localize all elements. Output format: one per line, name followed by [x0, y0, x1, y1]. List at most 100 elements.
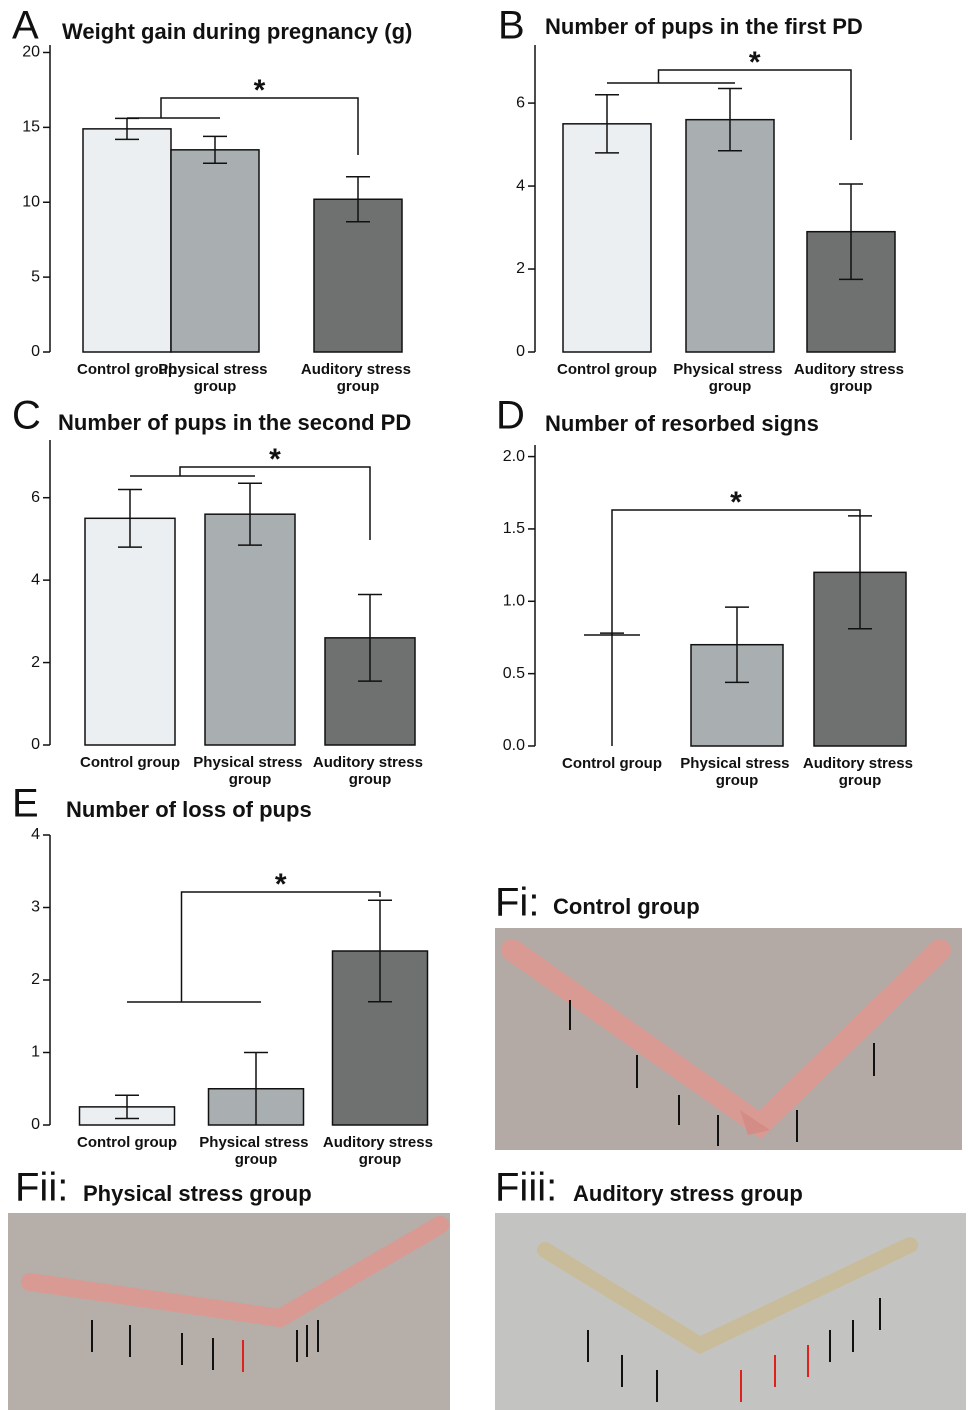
bar	[84, 517, 176, 746]
photo-label: Fi:	[495, 881, 539, 925]
y-tick-label: 20	[22, 44, 40, 61]
x-tick-label: Control group	[77, 1134, 177, 1151]
y-tick-label: 4	[31, 571, 40, 588]
x-tick-label: Auditory stress group	[323, 1134, 437, 1168]
label-line: group	[716, 772, 759, 789]
error-bar	[244, 1051, 268, 1125]
y-tick-label: 4	[31, 826, 40, 843]
label-line: Auditory stress	[301, 361, 415, 378]
error-bar	[725, 606, 749, 684]
error-bar	[346, 176, 370, 223]
label-line: Physical stress	[193, 754, 306, 771]
significance-bracket: *	[127, 868, 381, 1003]
x-tick-label: Physical stress group	[673, 361, 786, 395]
y-tick-label: 1	[31, 1044, 40, 1061]
markers	[587, 1298, 881, 1402]
error-bar	[203, 135, 227, 165]
x-tick-label: Auditory stress group	[803, 755, 917, 789]
label-line: group	[830, 378, 873, 395]
photo-label: Fii:	[15, 1166, 68, 1210]
panel-letter: A	[12, 4, 39, 48]
panel: E Number of loss of pups 0 1 2 3 4 Control grou…	[12, 782, 437, 1168]
error-bar	[238, 482, 262, 546]
x-tick-label: Physical stress group	[193, 754, 306, 788]
chart-title: Weight gain during pregnancy (g)	[62, 19, 412, 44]
error-bar	[839, 183, 863, 281]
x-tick-label: Control group	[77, 361, 177, 378]
y-tick-label: 0.5	[503, 665, 525, 682]
label-line: Physical stress	[199, 1134, 312, 1151]
label-line: group	[337, 378, 380, 395]
bar	[170, 149, 260, 353]
y-tick-label: 0.0	[503, 737, 525, 754]
y-tick-label: 6	[31, 489, 40, 506]
label-line: Auditory stress	[313, 754, 427, 771]
markers	[91, 1320, 319, 1370]
y-tick-label: 6	[516, 94, 525, 111]
y-tick-label: 4	[516, 177, 525, 194]
y-tick-label: 3	[31, 899, 40, 916]
bracket	[607, 69, 852, 140]
bar	[204, 513, 296, 746]
x-tick-label: Auditory stress group	[794, 361, 908, 395]
uterus	[21, 1216, 449, 1328]
significance-star: *	[254, 74, 266, 107]
panel: C Number of pups in the second PD 0 2 4 6 Cont…	[12, 394, 427, 788]
significance-star: *	[730, 486, 742, 519]
significance-bracket: *	[584, 486, 861, 636]
x-tick-label: Auditory stress group	[313, 754, 427, 788]
chart-title: Number of pups in the first PD	[545, 14, 863, 39]
x-tick-label: Control group	[557, 361, 657, 378]
label-line: Physical stress	[673, 361, 786, 378]
panel-letter: E	[12, 782, 39, 826]
markers-red	[740, 1345, 809, 1402]
bar	[562, 123, 652, 353]
bar	[685, 118, 775, 353]
label-line: group	[229, 771, 272, 788]
error-bar	[718, 87, 742, 152]
photo-title: Auditory stress group	[573, 1181, 803, 1206]
x-tick-label: Control group	[562, 755, 662, 772]
photo-auditory: Fiii: Auditory stress group	[495, 1166, 966, 1410]
y-tick-label: 1.0	[503, 593, 525, 610]
chart-title: Number of loss of pups	[66, 797, 312, 822]
y-tick-label: 0	[31, 343, 40, 360]
y-tick-label: 2.0	[503, 448, 525, 465]
y-tick-label: 15	[22, 119, 40, 136]
label-line: Auditory stress	[323, 1134, 437, 1151]
panel: B Number of pups in the first PD 0 2 4 6 Contr…	[498, 4, 908, 395]
x-tick-label: Physical stress group	[680, 755, 793, 789]
label-line: Auditory stress	[794, 361, 908, 378]
error-bar	[600, 632, 624, 746]
bar	[313, 198, 403, 353]
label-line: group	[349, 771, 392, 788]
y-tick-label: 0	[31, 736, 40, 753]
significance-bracket: *	[607, 46, 852, 140]
panel-letter: B	[498, 4, 525, 48]
panel: D Number of resorbed signs 0.0 0.5 1.0 1.5 2.0…	[496, 394, 917, 789]
markers	[569, 1000, 875, 1146]
photo-control: Fi: Control group	[495, 881, 962, 1150]
significance-star: *	[269, 443, 281, 476]
label-line: group	[194, 378, 237, 395]
label-line: group	[709, 378, 752, 395]
error-bar	[358, 593, 382, 682]
significance-bracket: *	[127, 74, 359, 155]
y-tick-label: 10	[22, 193, 40, 210]
y-tick-label: 0	[516, 343, 525, 360]
photo-physical: Fii: Physical stress group	[8, 1166, 450, 1410]
photo-title: Physical stress group	[83, 1181, 312, 1206]
label-line: group	[235, 1151, 278, 1168]
y-tick-label: 2	[516, 260, 525, 277]
photo-bg	[495, 1213, 966, 1410]
significance-star: *	[749, 46, 761, 79]
panel-letter: C	[12, 394, 41, 438]
y-tick-label: 0	[31, 1116, 40, 1133]
error-bar	[368, 899, 392, 1003]
error-bar	[115, 1094, 139, 1120]
y-tick-label: 2	[31, 654, 40, 671]
photo-title: Control group	[553, 894, 700, 919]
bracket	[127, 97, 359, 155]
chart-title: Number of resorbed signs	[545, 411, 819, 436]
uterus	[740, 1110, 770, 1135]
